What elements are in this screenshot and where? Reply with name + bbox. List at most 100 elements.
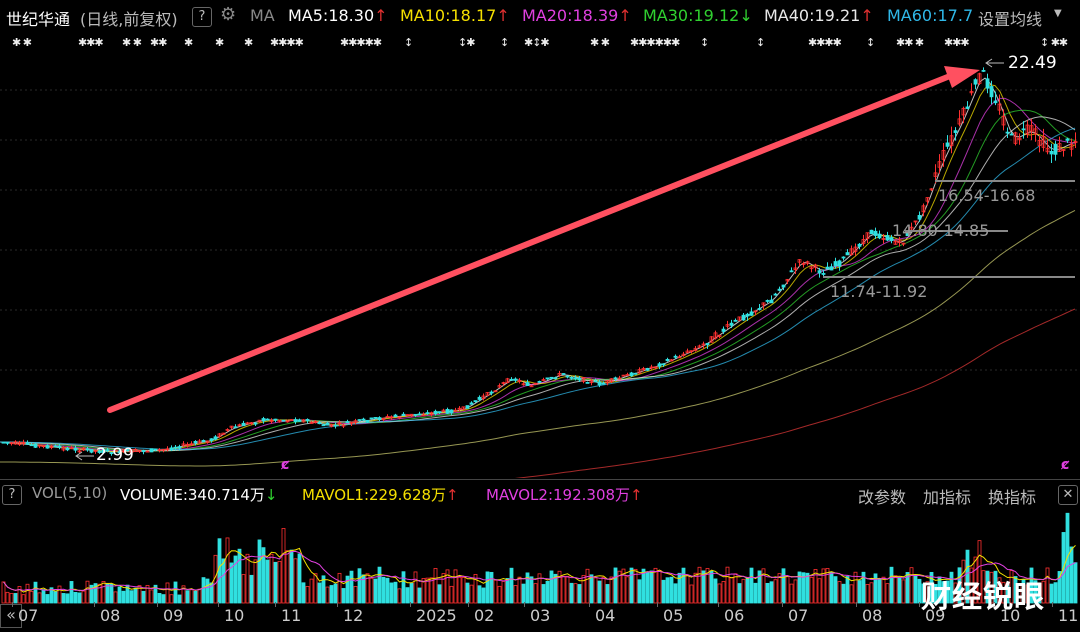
scroll-left-button[interactable]: « (0, 604, 22, 628)
volume-title[interactable]: VOL(5,10) (32, 484, 108, 502)
volume-bar (109, 583, 114, 604)
volume-bar (69, 581, 74, 604)
volume-bar (477, 585, 482, 604)
price-chart[interactable] (0, 30, 1080, 478)
candle-body (133, 448, 138, 452)
volume-bar (445, 569, 450, 604)
event-marker[interactable]: ✱✱✱ (944, 36, 970, 49)
event-marker[interactable]: ✱✱✱✱ (808, 36, 842, 49)
switch-indicator-button[interactable]: 换指标 (988, 488, 1037, 507)
candle-body (105, 449, 110, 452)
event-marker[interactable]: ↕ (700, 36, 709, 49)
event-marker[interactable]: ✱✱ ✱ (896, 36, 924, 49)
x-axis-tick (410, 602, 411, 607)
event-marker[interactable]: ↕ (866, 36, 875, 49)
candle-body (257, 419, 262, 423)
candle-body (685, 350, 690, 353)
candle-body (329, 423, 334, 427)
event-marker[interactable]: ✱✱✱ (78, 36, 104, 49)
high-pointer-head (985, 58, 993, 68)
candle-body (173, 446, 178, 449)
candle-body (609, 378, 614, 382)
volume-bar (101, 581, 106, 604)
candle-body (13, 441, 18, 445)
volume-bar (185, 590, 190, 604)
volume-bar (65, 593, 70, 604)
candle-body (385, 416, 390, 418)
event-marker[interactable]: ↕✱ (458, 36, 475, 49)
candle-body (121, 449, 126, 452)
gear-icon[interactable]: ⚙ (220, 4, 237, 25)
dropdown-icon[interactable]: ▼ (1054, 8, 1062, 19)
candle-body (873, 230, 878, 236)
event-marker[interactable]: ✱✱✱✱✱ (340, 36, 382, 49)
candle-body (893, 240, 898, 245)
volume-bar (261, 547, 266, 604)
volume-bar (597, 580, 602, 604)
event-marker[interactable]: ✱ (215, 36, 224, 49)
volume-bar (617, 570, 622, 604)
candle-body (729, 322, 734, 326)
event-marker[interactable]: ✱ ✱ (590, 36, 610, 49)
volume-chart[interactable] (0, 505, 1080, 605)
volume-bar (377, 566, 382, 604)
help-button[interactable]: ? (192, 7, 212, 27)
candle-body (389, 416, 394, 419)
candle-body (405, 414, 410, 416)
candle-body (461, 406, 466, 410)
volume-bar (969, 567, 974, 604)
x-axis-tick (589, 602, 590, 607)
volume-bar (449, 585, 454, 604)
candle-body (393, 414, 398, 417)
volume-bar (833, 576, 838, 604)
candle-body (993, 100, 998, 104)
event-marker[interactable]: ✱↕✱ (524, 36, 550, 49)
event-marker[interactable]: ↕ ✱✱ (1040, 36, 1068, 49)
ex-dividend-icon[interactable]: ȼ (281, 457, 290, 473)
close-panel-button[interactable]: ✕ (1058, 485, 1078, 505)
event-marker[interactable]: ✱ ✱ (12, 36, 32, 49)
candle-body (577, 377, 582, 381)
volume-bar (753, 582, 758, 604)
candle-body (901, 242, 906, 245)
candle-body (721, 328, 726, 332)
event-marker[interactable]: ✱ ✱ (122, 36, 142, 49)
x-axis-label: 09 (163, 606, 184, 625)
event-marker[interactable]: ↕ (404, 36, 413, 49)
edit-params-button[interactable]: 改参数 (858, 488, 907, 507)
candle-body (897, 239, 902, 244)
settings-button[interactable]: 设置均线 (978, 10, 1043, 29)
candle-body (365, 419, 370, 423)
event-marker[interactable]: ✱✱ (150, 36, 167, 49)
volume-help-button[interactable]: ? (2, 485, 22, 505)
volume-bar (321, 575, 326, 604)
volume-bar (401, 571, 406, 604)
add-indicator-button[interactable]: 加指标 (923, 488, 972, 507)
volume-bar (593, 577, 598, 604)
event-marker[interactable]: ✱✱✱✱✱✱ (630, 36, 680, 49)
ma-line (514, 308, 1076, 478)
candle-body (925, 197, 930, 202)
stock-name[interactable]: 世纪华通 (6, 10, 71, 29)
volume-bar (889, 566, 894, 604)
event-marker[interactable]: ↕ (756, 36, 765, 49)
volume-bar (353, 585, 358, 604)
volume-bar (557, 570, 562, 604)
x-axis-label: 06 (724, 606, 745, 625)
volume-bar (669, 576, 674, 604)
volume-bar (325, 586, 330, 604)
candle-body (49, 446, 54, 449)
period-label[interactable]: (日线,前复权) (80, 10, 178, 29)
x-axis-tick (218, 602, 219, 607)
candle-body (969, 91, 974, 94)
volume-bar (701, 570, 706, 604)
candle-body (717, 334, 722, 337)
indicator-label[interactable]: MA (250, 6, 275, 25)
event-marker[interactable]: ✱ (184, 36, 193, 49)
candle-body (1037, 140, 1042, 146)
event-marker[interactable]: ↕ (500, 36, 509, 49)
volume-bar (733, 573, 738, 604)
event-marker[interactable]: ✱✱✱✱ (270, 36, 304, 49)
ex-dividend-icon[interactable]: ȼ (1061, 457, 1070, 473)
event-marker[interactable]: ✱ (244, 36, 253, 49)
